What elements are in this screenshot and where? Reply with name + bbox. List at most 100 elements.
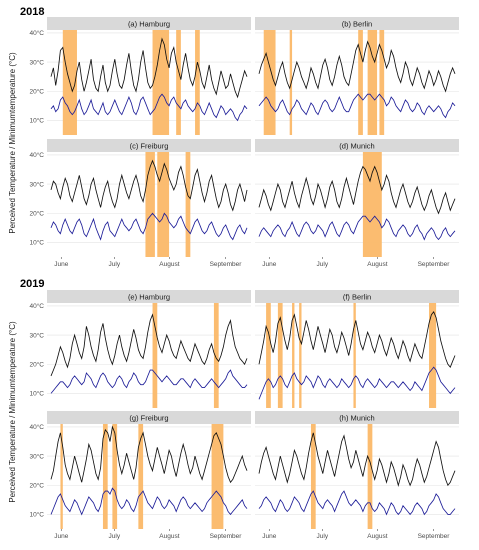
heat-period-highlight <box>157 152 170 257</box>
panel-title: (f) Berlin <box>343 293 371 302</box>
x-tick-label: July <box>317 533 329 540</box>
panel-strip <box>255 139 459 152</box>
heat-period-highlight <box>379 30 385 135</box>
minimum-temperature-line <box>50 212 248 241</box>
perceived-temperature-line <box>50 37 248 99</box>
perceived-temperature-line <box>50 425 248 484</box>
heat-period-highlight <box>429 303 437 408</box>
y-tick-label: 10°C <box>29 511 44 519</box>
perceived-temperature-line <box>258 310 456 369</box>
heat-period-highlight <box>310 424 316 529</box>
y-tick-label: 10°C <box>29 117 44 125</box>
panel-title: (b) Berlin <box>342 20 372 29</box>
heat-period-highlight <box>145 152 155 257</box>
perceived-temperature-line <box>258 40 456 93</box>
heat-period-highlight <box>367 424 373 529</box>
y-axis-label-2019: Perceived Temperature / Minimumtemperatu… <box>8 321 17 503</box>
heat-period-highlight <box>213 303 219 408</box>
x-tick-label: August <box>367 533 387 540</box>
panel-strip <box>255 290 459 303</box>
x-tick-label: June <box>54 261 68 268</box>
heat-period-highlight <box>266 303 271 408</box>
perceived-temperature-line <box>258 165 456 215</box>
heat-period-highlight <box>112 424 118 529</box>
y-tick-label: 20°C <box>29 481 44 489</box>
minimum-temperature-line <box>50 487 248 516</box>
heat-period-highlight <box>195 30 200 135</box>
heat-period-highlight <box>152 30 170 135</box>
minimum-temperature-line <box>258 490 456 516</box>
heat-period-highlight <box>152 303 158 408</box>
panel-strip <box>47 139 251 152</box>
panel-strip <box>47 290 251 303</box>
minimum-temperature-line <box>258 366 456 400</box>
heat-period-highlight <box>358 30 363 135</box>
panel-5: (f) Berlin <box>255 290 459 408</box>
y-tick-label: 30°C <box>29 58 44 66</box>
y-tick-label: 40°C <box>29 302 44 310</box>
x-tick-label: September <box>210 533 243 540</box>
heat-period-highlight <box>185 152 191 257</box>
panel-strip <box>47 17 251 30</box>
x-tick-label: June <box>262 261 276 268</box>
x-tick-label: September <box>418 261 451 268</box>
heat-period-highlight <box>263 30 276 135</box>
y-tick-label: 20°C <box>29 87 44 95</box>
x-tick-label: June <box>54 533 68 540</box>
panel-title: (c) Freiburg <box>130 142 169 151</box>
panel-2: (c) Freiburg 10°C 20°C 30°C 40°C June July Augu… <box>29 139 251 268</box>
heat-period-highlight <box>353 303 356 408</box>
panel-6: (g) Freiburg 10°C 20°C 30°C 40°C June July Augu… <box>29 411 251 540</box>
y-tick-label: 30°C <box>29 452 44 460</box>
heat-period-highlight <box>176 30 181 135</box>
x-tick-label: August <box>159 261 179 268</box>
heat-period-highlight <box>299 303 302 408</box>
minimum-temperature-line <box>50 369 248 394</box>
x-tick-label: September <box>210 261 243 268</box>
perceived-temperature-line <box>50 159 248 212</box>
y-tick-label: 10°C <box>29 239 44 247</box>
perceived-temperature-line <box>50 313 248 377</box>
x-tick-label: July <box>109 533 121 540</box>
panel-title: (g) Freiburg <box>129 414 168 423</box>
heat-period-highlight <box>60 424 63 529</box>
minimum-temperature-line <box>258 93 456 119</box>
panel-4: (e) Hamburg 10°C 20°C 30°C 40°C <box>29 290 251 408</box>
panels: (a) Hamburg 10°C 20°C 30°C 40°C (b) Berlin (c)… <box>29 17 459 540</box>
x-tick-label: August <box>159 533 179 540</box>
year-title-2018: 2018 <box>20 6 44 18</box>
heat-period-highlight <box>211 424 224 529</box>
y-tick-label: 10°C <box>29 390 44 398</box>
minimum-temperature-line <box>258 215 456 241</box>
year-title-2019: 2019 <box>20 278 44 290</box>
x-tick-label: August <box>367 261 387 268</box>
x-tick-label: July <box>317 261 329 268</box>
panel-title: (a) Hamburg <box>128 20 170 29</box>
heat-period-highlight <box>102 424 108 529</box>
y-tick-label: 20°C <box>29 209 44 217</box>
y-tick-label: 20°C <box>29 360 44 368</box>
panel-strip <box>47 411 251 424</box>
y-tick-label: 40°C <box>29 423 44 431</box>
minimum-temperature-line <box>50 93 248 122</box>
heat-period-highlight <box>277 303 283 408</box>
panel-0: (a) Hamburg 10°C 20°C 30°C 40°C <box>29 17 251 135</box>
heat-period-highlight <box>367 30 378 135</box>
perceived-temperature-line <box>258 432 456 487</box>
x-tick-label: June <box>262 533 276 540</box>
heat-period-highlight <box>138 424 144 529</box>
panel-1: (b) Berlin <box>255 17 459 135</box>
panel-7: (h) Munich June July August September <box>255 411 459 540</box>
panel-strip <box>255 411 459 424</box>
panel-strip <box>255 17 459 30</box>
y-tick-label: 40°C <box>29 151 44 159</box>
panel-title: (d) Munich <box>339 142 374 151</box>
panel-3: (d) Munich June July August September <box>255 139 459 268</box>
x-tick-label: July <box>109 261 121 268</box>
heat-period-highlight <box>362 152 382 257</box>
panel-title: (h) Munich <box>339 414 374 423</box>
x-tick-label: September <box>418 533 451 540</box>
y-tick-label: 40°C <box>29 29 44 37</box>
y-tick-label: 30°C <box>29 180 44 188</box>
